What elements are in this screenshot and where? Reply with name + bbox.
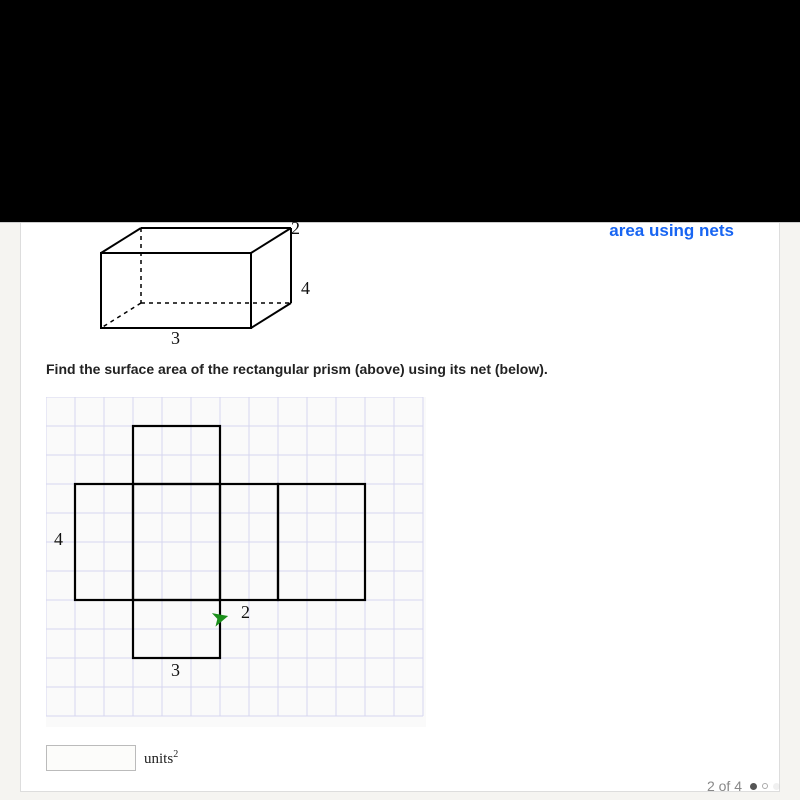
progress-dots: [750, 783, 780, 790]
net-diagram: 4 2 3 ➤: [46, 397, 426, 727]
net-grid: [46, 397, 426, 727]
units-label: units2: [144, 749, 178, 768]
prism-diagram: 2 4 3: [81, 223, 341, 343]
problem-card: area using nets 2 4 3 Find the: [20, 223, 780, 792]
dot-2: [762, 783, 768, 789]
question-text: Find the surface area of the rectangular…: [46, 361, 754, 377]
net-label-bottom: 3: [171, 660, 180, 681]
progress-footer: 2 of 4: [707, 778, 780, 794]
prism-width-label: 3: [171, 328, 180, 349]
prism-height-label: 4: [301, 278, 310, 299]
net-label-left: 4: [54, 529, 63, 550]
answer-row: units2: [46, 745, 754, 771]
dot-1: [750, 783, 757, 790]
prism-depth-label: 2: [291, 218, 300, 239]
lesson-link[interactable]: area using nets: [609, 221, 734, 241]
net-label-right: 2: [241, 602, 250, 623]
answer-input[interactable]: [46, 745, 136, 771]
progress-text: 2 of 4: [707, 778, 742, 794]
content-panel: area using nets 2 4 3 Find the: [0, 222, 800, 800]
dot-3: [773, 783, 780, 790]
